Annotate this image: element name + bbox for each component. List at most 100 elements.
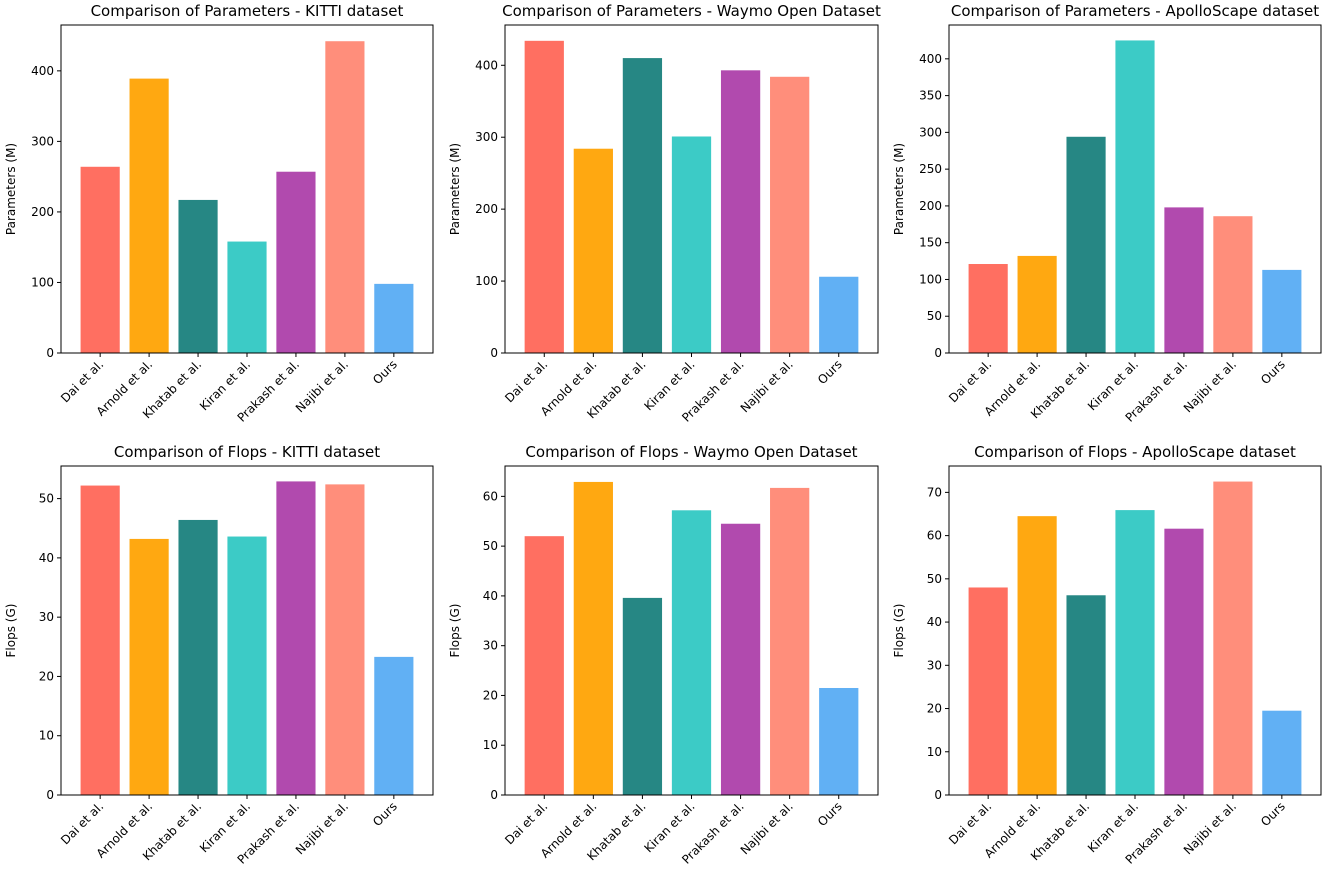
y-tick-label: 60 (927, 529, 942, 543)
y-tick-label: 0 (934, 346, 942, 360)
x-tick-label: Dai et al. (58, 799, 106, 847)
y-tick-label: 50 (483, 539, 498, 553)
bar-2 (129, 78, 169, 354)
chart-title: Comparison of Parameters - ApolloScape d… (951, 2, 1319, 20)
bar-7 (374, 656, 414, 795)
chart-panel-6: Comparison of Flops - ApolloScape datase… (892, 443, 1322, 867)
y-tick-label: 400 (919, 52, 942, 66)
y-tick-label: 50 (927, 572, 942, 586)
y-tick-label: 30 (39, 610, 54, 624)
bar-4 (671, 136, 712, 353)
bar-4 (227, 536, 267, 795)
y-axis-label: Flops (G) (892, 604, 906, 658)
chart-title: Comparison of Parameters - Waymo Open Da… (502, 2, 881, 20)
bar-7 (1262, 710, 1302, 795)
bar-4 (1115, 40, 1155, 353)
x-tick-label: Dai et al. (502, 799, 550, 847)
chart-panel-5: Comparison of Flops - Waymo Open Dataset… (448, 443, 879, 867)
bar-2 (1017, 255, 1057, 353)
axes-frame (504, 465, 879, 796)
bar-1 (524, 536, 564, 795)
y-tick-label: 10 (39, 729, 54, 743)
y-tick-label: 50 (39, 492, 54, 506)
y-tick-label: 300 (31, 134, 54, 148)
x-tick-label: Najibi et al. (1181, 357, 1239, 415)
y-tick-label: 350 (919, 89, 942, 103)
chart-title: Comparison of Parameters - KITTI dataset (91, 2, 404, 20)
chart-panel-1: Comparison of Parameters - KITTI dataset… (4, 2, 434, 425)
y-tick-label: 0 (490, 346, 498, 360)
y-tick-label: 0 (934, 788, 942, 802)
y-tick-label: 40 (927, 615, 942, 629)
chart-title: Comparison of Flops - ApolloScape datase… (974, 443, 1296, 461)
y-tick-label: 400 (31, 64, 54, 78)
bar-6 (1213, 216, 1253, 353)
y-tick-label: 0 (490, 788, 498, 802)
bar-7 (374, 283, 414, 353)
chart-panel-4: Comparison of Flops - KITTI dataset Flops… (4, 443, 434, 867)
y-tick-label: 30 (483, 639, 498, 653)
bar-4 (671, 510, 712, 795)
bar-5 (720, 70, 761, 353)
bar-3 (178, 199, 218, 353)
x-tick-label: Dai et al. (58, 357, 106, 405)
bar-5 (1164, 207, 1204, 353)
bar-6 (770, 487, 810, 795)
chart-panel-3: Comparison of Parameters - ApolloScape d… (892, 2, 1322, 425)
bar-6 (770, 76, 810, 353)
bar-5 (1164, 528, 1204, 795)
x-tick-label: Najibi et al. (738, 799, 796, 857)
y-axis-label: Parameters (M) (892, 143, 906, 235)
axes-frame (504, 24, 879, 354)
bar-4 (1115, 510, 1155, 795)
x-tick-label: Dai et al. (946, 357, 994, 405)
y-tick-label: 10 (927, 745, 942, 759)
bar-1 (80, 166, 120, 353)
bar-2 (573, 148, 613, 353)
y-tick-label: 100 (919, 272, 942, 286)
bar-5 (276, 481, 316, 795)
y-tick-label: 10 (483, 738, 498, 752)
x-tick-label: Najibi et al. (293, 357, 351, 415)
y-tick-label: 300 (475, 130, 498, 144)
x-tick-label: Najibi et al. (293, 799, 351, 857)
chart-title: Comparison of Flops - Waymo Open Dataset (525, 443, 857, 461)
y-tick-label: 100 (31, 275, 54, 289)
x-tick-label: Dai et al. (502, 357, 550, 405)
y-axis-label: Parameters (M) (4, 143, 18, 235)
bar-7 (1262, 269, 1302, 353)
y-axis-label: Parameters (M) (448, 143, 462, 235)
axes-frame (948, 24, 1322, 354)
bar-6 (325, 41, 365, 353)
bar-7 (819, 687, 859, 795)
bar-2 (129, 538, 169, 795)
y-axis-label: Flops (G) (4, 604, 18, 658)
y-tick-label: 30 (927, 658, 942, 672)
bar-5 (276, 171, 316, 353)
bar-7 (819, 276, 859, 353)
x-tick-label: Najibi et al. (738, 357, 796, 415)
axes-frame (60, 465, 434, 796)
bar-3 (622, 58, 663, 354)
bar-5 (720, 523, 761, 795)
y-tick-label: 100 (475, 274, 498, 288)
y-tick-label: 20 (483, 688, 498, 702)
bar-3 (1066, 136, 1106, 353)
x-tick-label: Ours (1258, 357, 1288, 387)
x-tick-label: Ours (370, 357, 400, 387)
bar-1 (524, 40, 564, 353)
y-tick-label: 60 (483, 489, 498, 503)
y-tick-label: 70 (927, 485, 942, 499)
bar-3 (622, 597, 663, 795)
y-tick-label: 0 (46, 788, 54, 802)
y-tick-label: 200 (919, 199, 942, 213)
y-tick-label: 40 (39, 551, 54, 565)
axes-frame (60, 24, 434, 354)
x-tick-label: Ours (815, 799, 845, 829)
bar-2 (1017, 516, 1057, 795)
bar-1 (80, 485, 120, 795)
y-tick-label: 20 (39, 669, 54, 683)
bar-3 (1066, 595, 1106, 795)
axes-frame (948, 465, 1322, 796)
